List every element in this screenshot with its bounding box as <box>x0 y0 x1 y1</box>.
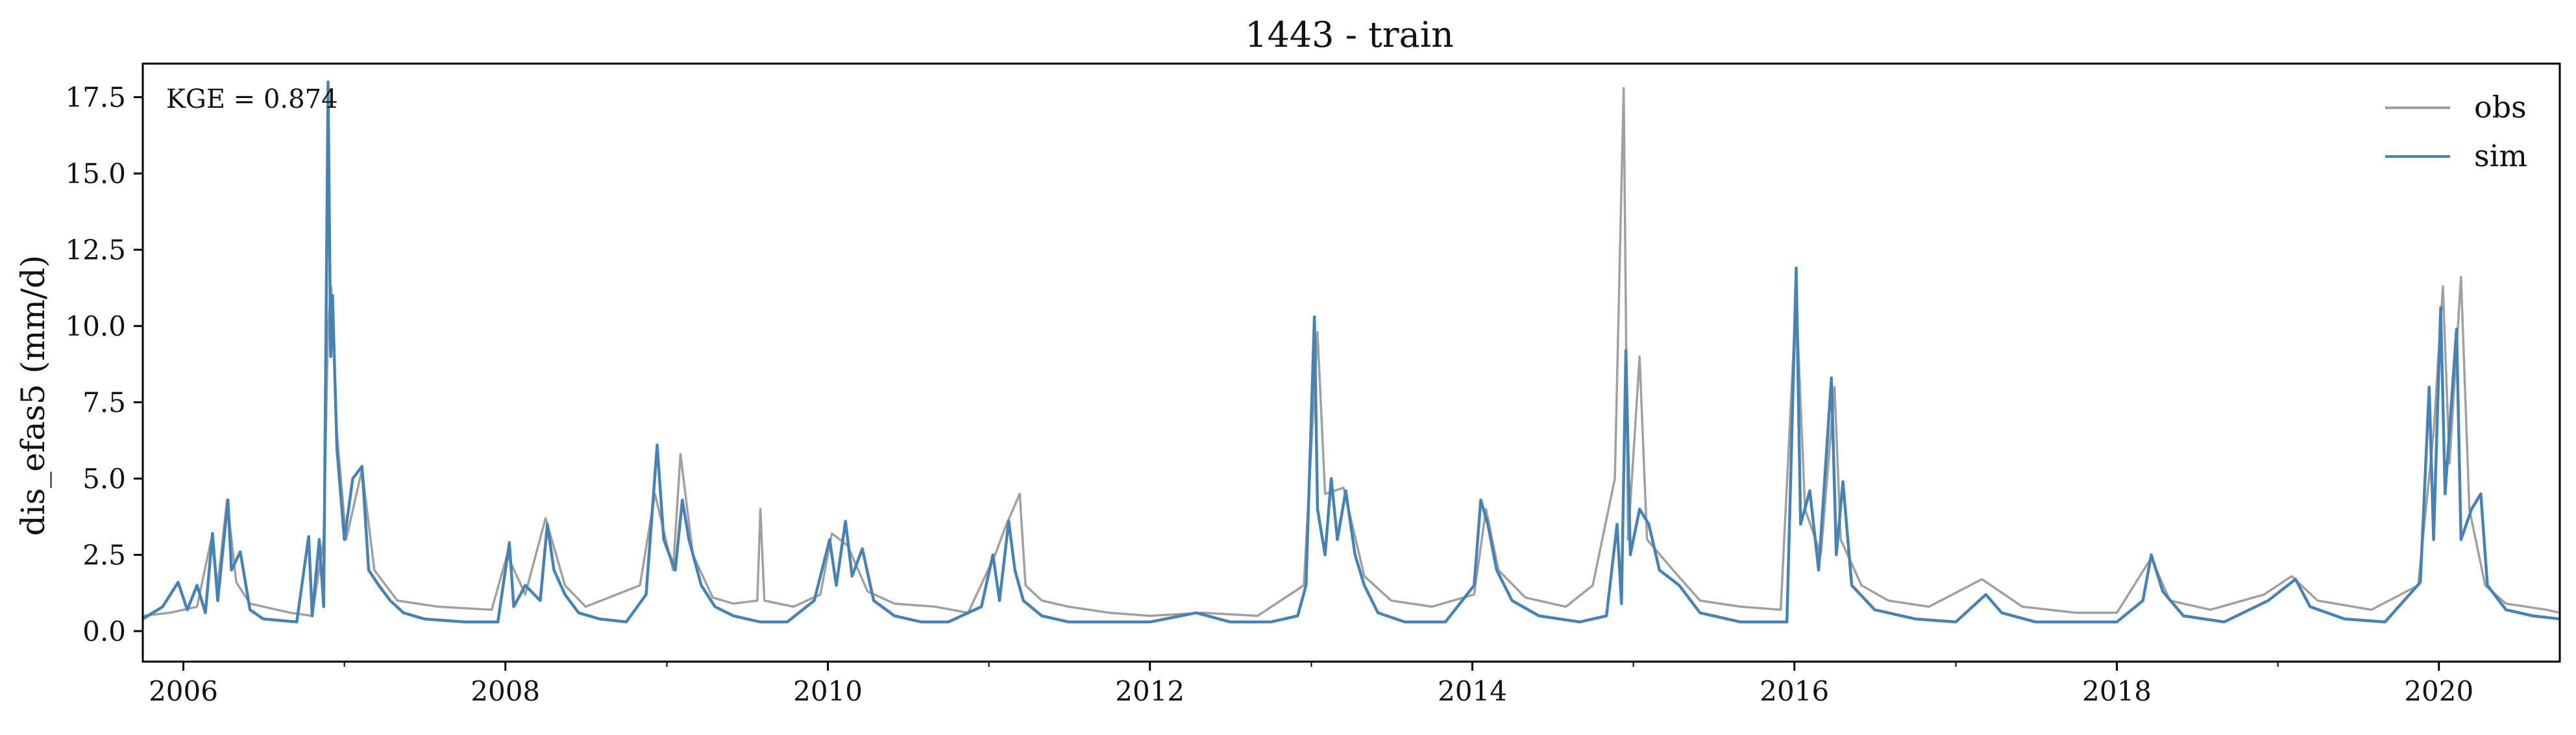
y-tick-label: 15.0 <box>65 158 126 190</box>
series-line-sim <box>141 80 2560 624</box>
legend-label-sim: sim <box>2474 138 2527 173</box>
kge-annotation: KGE = 0.874 <box>166 84 338 114</box>
y-tick-label: 5.0 <box>82 463 126 495</box>
y-tick-label: 7.5 <box>82 387 126 419</box>
x-tick-label: 2014 <box>1438 675 1507 707</box>
x-tick-label: 2016 <box>1760 675 1829 707</box>
y-tick-label: 12.5 <box>65 234 126 266</box>
y-axis-label: dis_efas5 (mm/d) <box>14 255 52 536</box>
x-tick-label: 2020 <box>2404 675 2473 707</box>
x-tick-label: 2008 <box>471 675 540 707</box>
x-tick-label: 2006 <box>149 675 218 707</box>
series-layer <box>141 80 2560 624</box>
y-tick-label: 2.5 <box>82 540 126 571</box>
y-tick-label: 17.5 <box>65 82 126 114</box>
y-ticks: 0.0 2.5 5.0 7.5 10.0 12.5 15.0 17.5 <box>65 82 143 647</box>
y-tick-label: 10.0 <box>65 310 126 342</box>
y-tick-label: 0.0 <box>82 616 126 647</box>
x-ticks: 2006 2008 2010 2012 2014 2016 2018 2020 <box>149 662 2473 707</box>
legend-label-obs: obs <box>2474 90 2527 125</box>
x-tick-label: 2010 <box>793 675 863 707</box>
plot-frame <box>141 62 2561 663</box>
series-line-obs <box>142 86 2560 617</box>
plot-area <box>141 62 2561 663</box>
x-tick-label: 2012 <box>1115 675 1184 707</box>
legend: obs sim <box>2385 90 2527 173</box>
chart-title: 1443 - train <box>1245 14 1454 55</box>
x-tick-label: 2018 <box>2082 675 2152 707</box>
